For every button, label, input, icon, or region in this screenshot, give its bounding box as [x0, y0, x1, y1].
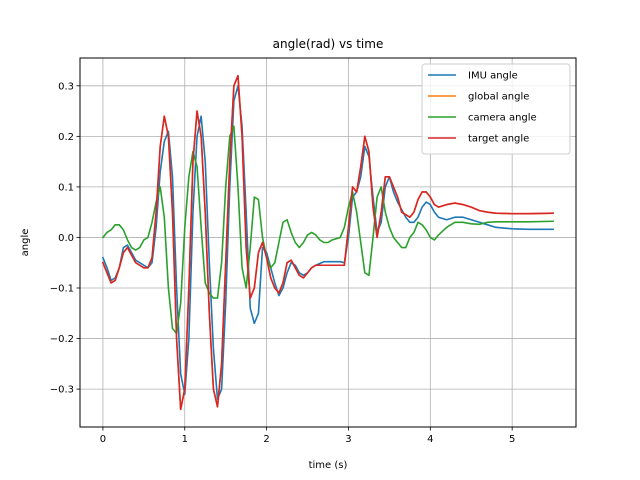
- legend: IMU angle global angle camera angle target …: [421, 63, 571, 155]
- legend-box: [421, 63, 571, 155]
- x-tick-label: 2: [263, 434, 269, 445]
- series-line-camera-angle: [101, 125, 554, 335]
- y-tick-label: 0.1: [58, 182, 74, 193]
- y-axis-label: angle: [20, 229, 31, 257]
- plot-area-frame: [79, 57, 577, 428]
- x-tick-label: 4: [427, 434, 433, 445]
- x-tick-label: 1: [182, 434, 188, 445]
- legend-label: camera angle: [468, 113, 537, 124]
- chart-title: angle(rad) vs time: [273, 37, 384, 51]
- legend-label: global angle: [468, 92, 529, 103]
- series-line-target-angle: [101, 74, 554, 411]
- series-line-imu-angle: [101, 85, 554, 400]
- legend-label: target angle: [468, 134, 529, 145]
- x-tick-label: 0: [100, 434, 106, 445]
- grid: [80, 58, 576, 427]
- y-tick-label: −0.2: [50, 334, 74, 345]
- y-tick-label: 0.3: [58, 81, 74, 92]
- legend-label: IMU angle: [468, 71, 518, 82]
- x-tick-label: 3: [345, 434, 351, 445]
- series-lines: [101, 74, 554, 411]
- y-tick-label: 0.2: [58, 132, 74, 143]
- x-axis-label: time (s): [309, 460, 348, 471]
- y-tick-label: 0.0: [58, 233, 74, 244]
- axis-ticks: 0 1 2 3 4 5 −0.3 −0.2 −0.1 0.0 0.1 0.2 0.3: [50, 81, 516, 445]
- x-tick-label: 5: [509, 434, 515, 445]
- y-tick-label: −0.1: [50, 283, 74, 294]
- y-tick-label: −0.3: [50, 385, 74, 396]
